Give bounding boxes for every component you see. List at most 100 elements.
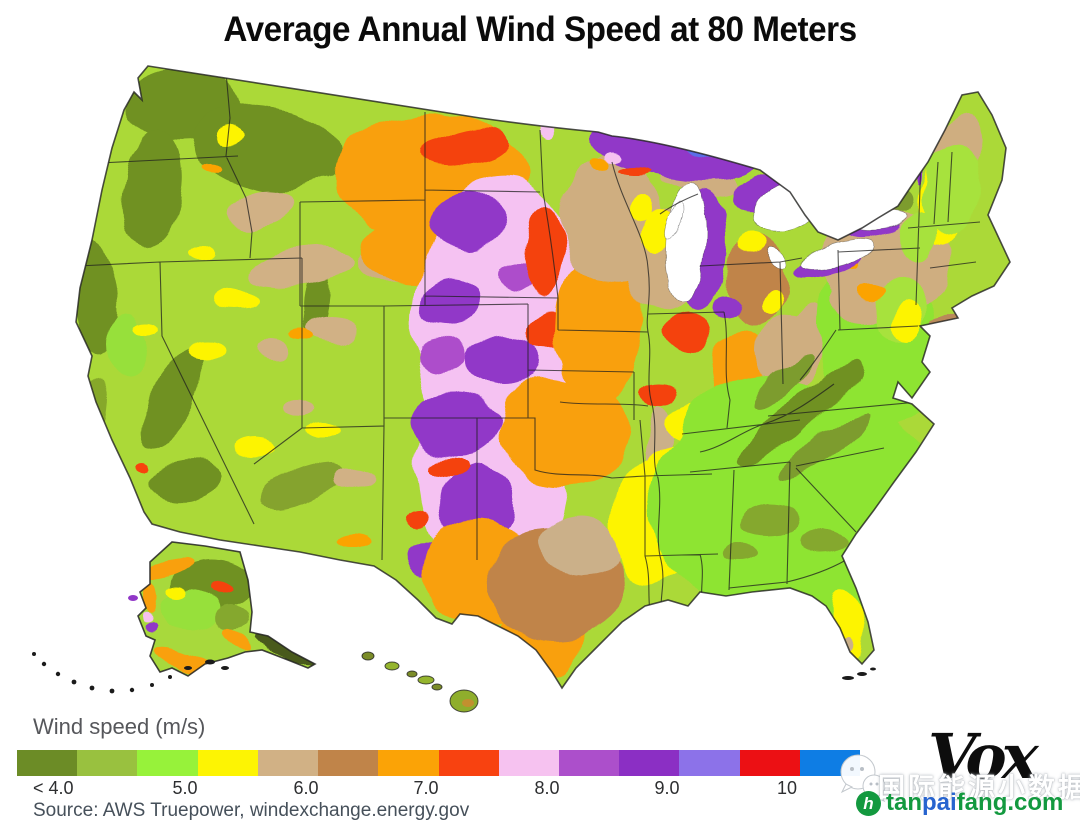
wind-blob [108, 315, 148, 375]
tanpaifang-part: tan [886, 789, 922, 816]
wind-blob [294, 332, 316, 344]
wind-blob [738, 234, 766, 254]
wind-blob [138, 463, 154, 473]
us-coastline [75, 65, 1011, 690]
wind-blob [222, 189, 294, 227]
legend-segment [17, 750, 78, 776]
superior-pink-spot [602, 152, 622, 164]
wind-blob [139, 348, 205, 448]
superior-red-spot [620, 168, 652, 176]
legend-tick-label: < 4.0 [33, 778, 74, 798]
wind-blob [760, 286, 780, 314]
tanpaifang-part: fang.com [956, 789, 1064, 816]
wind-blob [858, 288, 882, 304]
wind-blob [305, 421, 339, 439]
legend-heading: Wind speed (m/s) [33, 714, 206, 739]
legend-tick-label: 9.0 [654, 778, 680, 798]
wind-blob [193, 104, 343, 192]
tanpaifang-part: pai [922, 789, 957, 816]
wind-blob [212, 583, 232, 593]
page-title: Average Annual Wind Speed at 80 Meters [223, 10, 857, 49]
wind-blob [214, 606, 250, 630]
wind-blob [143, 582, 157, 614]
wind-blob [628, 189, 652, 221]
tanpaifang-icon: h [856, 791, 881, 816]
wind-blob [222, 628, 254, 652]
wind-blob [422, 275, 482, 325]
wind-blob [205, 162, 225, 172]
wind-blob [254, 342, 290, 362]
legend-tick-label: 8.0 [534, 778, 560, 798]
alaska-wind-blobs [143, 556, 315, 676]
legend-tick-label: 5.0 [172, 778, 198, 798]
michigan-south-wind [714, 298, 742, 318]
wind-blob [152, 461, 224, 503]
wind-blob [138, 323, 162, 337]
wind-blob [465, 336, 545, 388]
wind-blob [235, 438, 275, 458]
wind-blob [143, 614, 153, 622]
wind-blob [414, 337, 466, 373]
tanpaifang-watermark: tanpaifang.com [886, 789, 1063, 817]
wind-blob [924, 142, 980, 234]
wind-blob [310, 317, 354, 343]
wind-field-blobs [76, 69, 982, 681]
wind-blob [406, 512, 430, 528]
wind-blob [213, 289, 257, 311]
legend-color-bar [17, 750, 861, 776]
wind-blob [160, 590, 220, 630]
wind-blob [739, 362, 865, 462]
aleutian-islands [32, 652, 229, 694]
wind-blob [410, 393, 500, 457]
wind-blob [526, 207, 564, 303]
source-credit: Source: AWS Truepower, windexchange.ener… [33, 800, 470, 821]
wind-blob [432, 458, 464, 478]
wind-blob [336, 532, 368, 548]
state-borders [77, 71, 981, 621]
wind-blob [540, 515, 620, 575]
legend-segment [318, 750, 379, 776]
wind-blob [143, 556, 193, 580]
wind-blob [330, 464, 374, 488]
green-bay [664, 202, 684, 242]
wind-blob [257, 634, 315, 666]
wind-blob [284, 399, 316, 417]
wind-blob [188, 341, 222, 359]
legend-tick-label: 6.0 [293, 778, 319, 798]
legend-tick-labels: < 4.0 5.0 6.0 7.0 8.0 9.0 10 [0, 778, 1080, 800]
legend-segment [558, 750, 620, 776]
wind-blob [426, 128, 510, 168]
legend-segment [679, 750, 740, 776]
legend-segment [77, 750, 138, 776]
legend-segment [257, 750, 319, 776]
wind-blob [166, 586, 186, 598]
legend-segment [197, 750, 258, 776]
alaska-west-island [128, 595, 138, 601]
wind-blob [555, 255, 645, 405]
legend-segment [498, 750, 559, 776]
wind-blob [215, 127, 245, 143]
legend-tick-label: 10 [776, 778, 798, 798]
superior-orange-spot [586, 157, 610, 171]
wind-blob [894, 304, 922, 340]
wind-blob [259, 461, 345, 507]
wind-blob [722, 546, 762, 566]
wind-blob [740, 504, 796, 536]
legend-segment [619, 750, 680, 776]
wind-blob [666, 312, 714, 348]
wind-blob [191, 247, 219, 263]
wechat-watermark: 国际能源小数据 [878, 773, 1080, 803]
wind-blob [644, 380, 680, 404]
legend-segment [739, 750, 800, 776]
wind-blob [430, 192, 506, 252]
wind-blob [749, 355, 815, 409]
legend-segment [137, 750, 198, 776]
legend-segment [438, 750, 499, 776]
alaska [32, 541, 317, 694]
wind-blob [798, 529, 846, 551]
hawaii [361, 651, 479, 713]
florida-keys [842, 667, 876, 680]
legend-segment [378, 750, 439, 776]
